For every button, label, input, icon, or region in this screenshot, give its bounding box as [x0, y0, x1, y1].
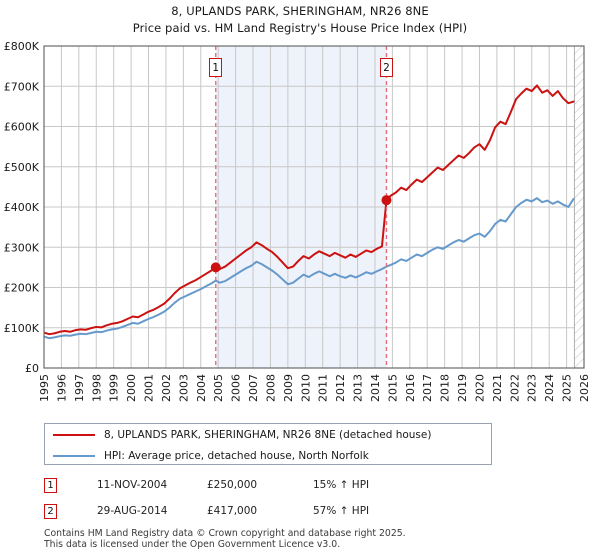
- transaction-hpi-delta: 15% ↑ HPI: [313, 479, 370, 491]
- svg-text:1997: 1997: [73, 374, 86, 402]
- svg-text:2021: 2021: [491, 374, 504, 402]
- price-history-chart: £0 £100K £200K £300K £400K £500K £600K £700K £80…: [4, 40, 591, 402]
- svg-text:2008: 2008: [264, 374, 277, 402]
- svg-text:2003: 2003: [177, 374, 190, 402]
- svg-text:2009: 2009: [282, 374, 295, 402]
- attribution-footer: Contains HM Land Registry data © Crown c…: [44, 528, 564, 550]
- svg-text:2014: 2014: [369, 374, 382, 402]
- svg-text:2016: 2016: [404, 374, 417, 402]
- svg-text:£700K: £700K: [4, 80, 40, 93]
- svg-text:2007: 2007: [247, 374, 260, 402]
- legend-item-hpi: HPI: Average price, detached house, Nort…: [45, 445, 491, 466]
- sale-point-markers: [210, 195, 392, 273]
- svg-text:2023: 2023: [526, 374, 539, 402]
- transaction-index-badge: 1: [44, 477, 57, 493]
- svg-text:2005: 2005: [212, 374, 225, 402]
- svg-text:2001: 2001: [143, 374, 156, 402]
- transaction-price: £417,000: [207, 505, 258, 517]
- svg-text:2004: 2004: [195, 374, 208, 402]
- chart-legend: 8, UPLANDS PARK, SHERINGHAM, NR26 8NE (d…: [44, 423, 492, 465]
- footer-line-2: This data is licensed under the Open Gov…: [44, 539, 341, 550]
- transaction-date: 29-AUG-2014: [97, 505, 168, 517]
- svg-text:£500K: £500K: [4, 161, 40, 174]
- legend-label-property: 8, UPLANDS PARK, SHERINGHAM, NR26 8NE (d…: [104, 428, 432, 441]
- svg-text:2015: 2015: [386, 374, 399, 402]
- footer-line-1: Contains HM Land Registry data © Crown c…: [44, 528, 406, 539]
- title-line-2: Price paid vs. HM Land Registry's House …: [132, 21, 468, 35]
- legend-label-hpi: HPI: Average price, detached house, Nort…: [104, 449, 369, 462]
- svg-text:1995: 1995: [38, 374, 51, 402]
- svg-text:£600K: £600K: [4, 121, 40, 134]
- title-line-1: 8, UPLANDS PARK, SHERINGHAM, NR26 8NE: [171, 4, 429, 18]
- svg-text:£300K: £300K: [4, 241, 40, 254]
- svg-text:2017: 2017: [421, 374, 434, 402]
- svg-text:£100K: £100K: [4, 322, 40, 335]
- svg-text:1996: 1996: [55, 374, 68, 402]
- svg-text:2000: 2000: [125, 374, 138, 402]
- svg-text:2002: 2002: [160, 374, 173, 402]
- svg-text:1998: 1998: [90, 374, 103, 402]
- sale-event-lines: [215, 46, 388, 368]
- svg-text:1999: 1999: [108, 374, 121, 402]
- svg-text:£800K: £800K: [4, 40, 40, 53]
- no-data-region: [573, 45, 585, 369]
- svg-text:2020: 2020: [473, 374, 486, 402]
- table-row[interactable]: 1 11-NOV-2004 £250,000 15% ↑ HPI: [44, 472, 504, 498]
- y-axis-tick-labels: £0 £100K £200K £300K £400K £500K £600K £700K £80…: [4, 40, 40, 375]
- svg-text:2012: 2012: [334, 374, 347, 402]
- legend-swatch-property: [53, 433, 95, 436]
- transaction-price: £250,000: [207, 479, 258, 491]
- transactions-table: 1 11-NOV-2004 £250,000 15% ↑ HPI 2 29-AU…: [44, 472, 504, 524]
- transaction-index-badge: 2: [44, 503, 57, 519]
- svg-text:2022: 2022: [508, 374, 521, 402]
- svg-text:2025: 2025: [561, 374, 574, 402]
- svg-text:2019: 2019: [456, 374, 469, 402]
- legend-swatch-hpi: [53, 454, 95, 457]
- svg-text:2013: 2013: [352, 374, 365, 402]
- table-row[interactable]: 2 29-AUG-2014 £417,000 57% ↑ HPI: [44, 498, 504, 524]
- legend-item-property: 8, UPLANDS PARK, SHERINGHAM, NR26 8NE (d…: [45, 424, 491, 445]
- svg-text:2026: 2026: [578, 374, 591, 402]
- transaction-date: 11-NOV-2004: [97, 479, 168, 491]
- svg-text:2018: 2018: [439, 374, 452, 402]
- transaction-hpi-delta: 57% ↑ HPI: [313, 505, 370, 517]
- svg-text:2011: 2011: [317, 374, 330, 402]
- page-title: 8, UPLANDS PARK, SHERINGHAM, NR26 8NE Pr…: [0, 3, 600, 37]
- chart-series: [44, 84, 575, 340]
- svg-text:£0: £0: [25, 362, 39, 375]
- chart-axes: [43, 45, 585, 369]
- sale-marker-1[interactable]: 1: [209, 58, 223, 77]
- svg-text:2024: 2024: [543, 374, 556, 402]
- x-axis-tick-labels: 1995 1996 1997 1998 1999 2000 2001 2002 2003 2004…: [38, 374, 591, 402]
- svg-text:£200K: £200K: [4, 282, 40, 295]
- svg-text:2010: 2010: [299, 374, 312, 402]
- svg-text:£400K: £400K: [4, 201, 40, 214]
- sale-marker-2[interactable]: 2: [379, 58, 393, 77]
- svg-text:2006: 2006: [230, 374, 243, 402]
